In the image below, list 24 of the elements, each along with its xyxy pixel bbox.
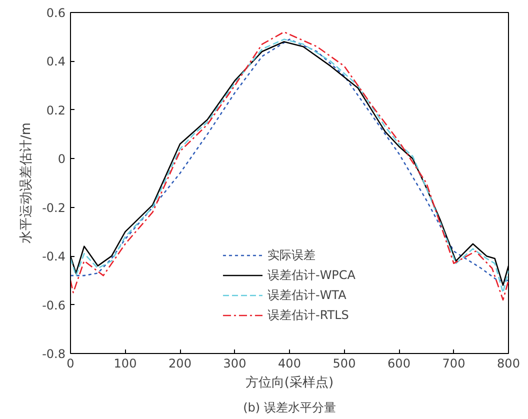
x-tick-label: 400: [278, 356, 301, 370]
y-tick-label: 0.2: [46, 103, 66, 118]
y-tick-label: -0.8: [42, 347, 66, 361]
x-tick-label: 500: [332, 356, 356, 370]
y-axis-title: 水平运动误差估计/m: [19, 122, 34, 244]
y-tick-label: -0.2: [42, 200, 66, 215]
y-tick-label: -0.4: [42, 250, 66, 264]
legend-label: 实际误差: [267, 246, 316, 264]
x-tick-label: 100: [114, 356, 137, 370]
legend-label: 误差估计-WTA: [267, 286, 346, 304]
y-tick-label: 0.4: [46, 54, 66, 69]
y-tick-label: 0: [58, 152, 66, 166]
x-tick-label: 0: [66, 356, 74, 370]
x-tick-label: 200: [168, 356, 192, 370]
legend-label: 误差估计-WPCA: [267, 266, 356, 284]
text: (b) 误差水平分量: [243, 400, 336, 414]
x-tick-label: 700: [442, 356, 466, 370]
legend-label: 误差估计-RTLS: [267, 306, 349, 324]
x-tick-label: 600: [388, 356, 410, 370]
y-tick-label: 0.6: [46, 6, 66, 20]
x-axis-title: 方位向(采样点): [245, 374, 334, 390]
x-tick-label: 300: [223, 356, 246, 370]
y-tick-label: -0.6: [42, 298, 66, 312]
x-tick-label: 800: [497, 356, 520, 370]
